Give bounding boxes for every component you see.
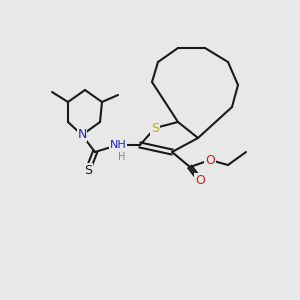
Text: S: S bbox=[84, 164, 92, 176]
Text: N: N bbox=[77, 128, 87, 142]
Text: O: O bbox=[195, 173, 205, 187]
Text: O: O bbox=[205, 154, 215, 166]
Text: NH: NH bbox=[110, 140, 126, 150]
Text: H: H bbox=[118, 152, 126, 162]
Text: S: S bbox=[151, 122, 159, 134]
